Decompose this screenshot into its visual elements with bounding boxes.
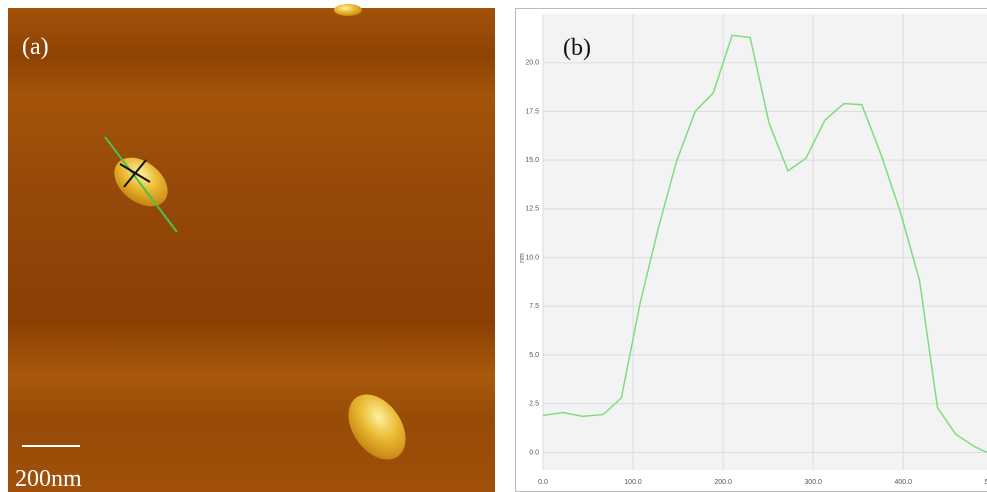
y-tick-label: 7.5 xyxy=(529,303,539,310)
panel-label: (b) xyxy=(563,35,591,61)
y-tick-label: 20.0 xyxy=(525,60,539,67)
y-tick-label: 15.0 xyxy=(525,157,539,164)
particle xyxy=(114,157,168,207)
x-tick-label: 100.0 xyxy=(624,479,642,486)
y-tick-label: 0.0 xyxy=(529,449,539,456)
afm-image: (a) 200nm xyxy=(8,4,495,492)
x-tick-label: 500.0 xyxy=(985,479,987,486)
x-tick-label: 400.0 xyxy=(894,479,912,486)
cross-marker xyxy=(119,163,151,183)
x-tick-label: 200.0 xyxy=(714,479,732,486)
y-tick-label: 12.5 xyxy=(525,206,539,213)
panel-label: (a) xyxy=(22,34,49,60)
x-tick-label: 300.0 xyxy=(804,479,822,486)
profile-line xyxy=(104,136,178,233)
y-tick-label: 5.0 xyxy=(529,352,539,359)
particle xyxy=(348,394,406,460)
y-tick-label: 17.5 xyxy=(525,108,539,115)
afm-background xyxy=(8,8,495,492)
profile-line xyxy=(542,34,987,454)
scale-bar-label: 200nm xyxy=(15,466,82,492)
plot-area xyxy=(543,14,987,470)
x-tick-label: 0.0 xyxy=(538,479,548,486)
particle xyxy=(334,4,362,16)
y-axis-label: nm xyxy=(519,253,526,263)
y-tick-label: 2.5 xyxy=(529,401,539,408)
y-tick-label: 10.0 xyxy=(525,254,539,261)
